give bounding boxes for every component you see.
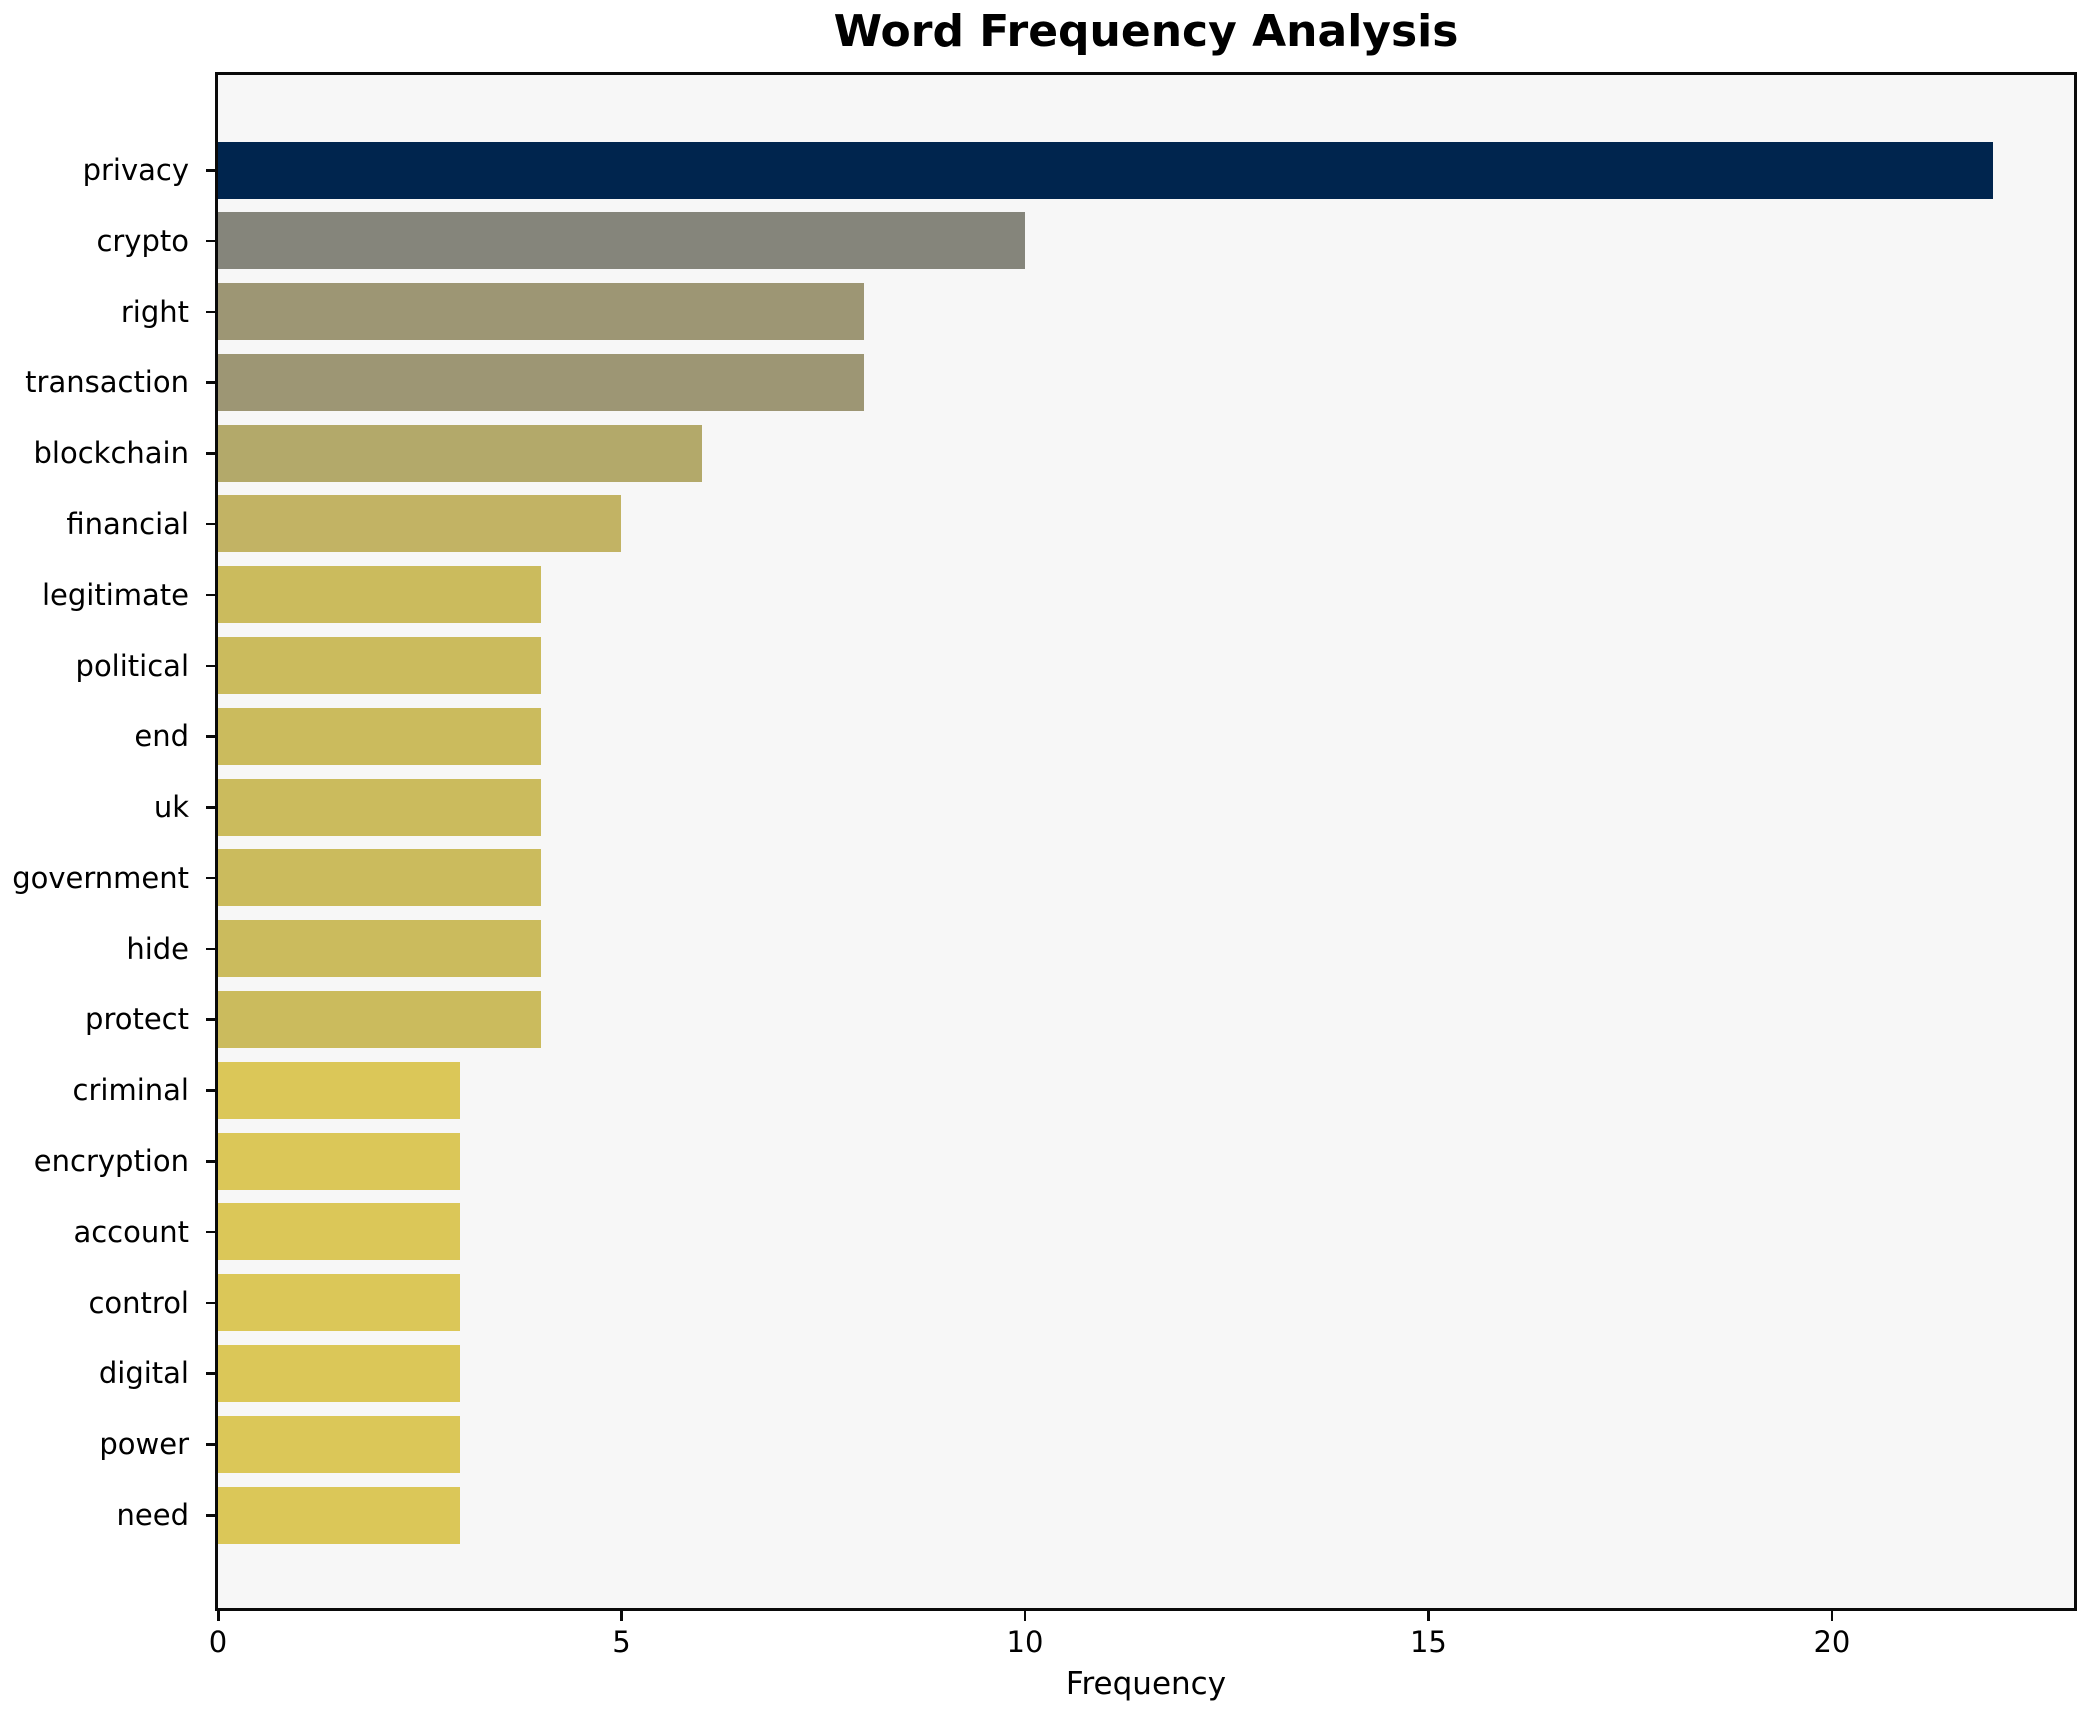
y-tick-uk — [206, 806, 215, 809]
y-tick-crypto — [206, 239, 215, 243]
y-label-protect: protect — [85, 1002, 189, 1037]
bar-hide — [218, 920, 541, 978]
x-tick-label-20: 20 — [1813, 1625, 1851, 1659]
x-tick-label-0: 0 — [208, 1625, 228, 1659]
y-label-blockchain: blockchain — [33, 436, 189, 471]
y-label-political: political — [75, 648, 189, 683]
y-label-financial: financial — [66, 506, 189, 541]
y-tick-political — [206, 664, 215, 668]
y-tick-privacy — [206, 169, 215, 172]
chart-title: Word Frequency Analysis — [833, 6, 1459, 57]
y-label-uk: uk — [153, 790, 189, 825]
x-tick-15 — [1427, 1611, 1430, 1621]
bars-layer — [218, 75, 2074, 1608]
y-tick-criminal — [206, 1089, 215, 1092]
bar-right — [218, 283, 864, 341]
y-tick-transaction — [206, 381, 215, 384]
x-tick-label-10: 10 — [1006, 1625, 1044, 1659]
y-tick-end — [206, 735, 215, 738]
y-tick-control — [206, 1301, 215, 1305]
y-tick-need — [206, 1514, 215, 1517]
bar-crypto — [218, 212, 1025, 270]
y-tick-right — [206, 310, 215, 314]
bar-need — [218, 1486, 461, 1544]
bar-privacy — [218, 141, 1994, 199]
y-tick-digital — [206, 1372, 215, 1375]
bar-digital — [218, 1344, 461, 1402]
y-label-control: control — [88, 1285, 189, 1320]
y-label-end: end — [134, 719, 189, 754]
bar-protect — [218, 990, 541, 1048]
x-axis-label: Frequency — [1065, 1666, 1227, 1702]
y-label-crypto: crypto — [96, 223, 189, 258]
x-axis: 0 5 10 15 20 — [209, 1611, 2077, 1721]
y-tick-legitimate — [206, 593, 215, 597]
y-tick-government — [206, 876, 215, 880]
y-tick-protect — [206, 1018, 215, 1021]
y-tick-account — [206, 1230, 215, 1234]
y-label-power: power — [99, 1427, 189, 1462]
y-label-legitimate: legitimate — [41, 577, 189, 612]
x-tick-5 — [620, 1611, 623, 1621]
bar-control — [218, 1274, 461, 1332]
y-label-privacy: privacy — [82, 153, 189, 187]
bar-power — [218, 1415, 461, 1473]
y-tick-blockchain — [206, 452, 215, 455]
bar-legitimate — [218, 566, 541, 624]
x-tick-label-5: 5 — [612, 1625, 631, 1659]
bar-criminal — [218, 1061, 461, 1119]
bar-government — [218, 849, 541, 907]
plot-area — [215, 72, 2077, 1611]
y-label-government: government — [12, 860, 189, 895]
y-tick-financial — [206, 522, 215, 526]
x-tick-20 — [1830, 1611, 1834, 1621]
y-tick-power — [206, 1443, 215, 1446]
bar-financial — [218, 495, 622, 553]
x-tick-10 — [1023, 1611, 1027, 1621]
bar-political — [218, 637, 541, 695]
y-label-transaction: transaction — [25, 365, 189, 400]
bar-blockchain — [218, 424, 703, 482]
bar-uk — [218, 778, 541, 836]
x-tick-0 — [217, 1611, 220, 1621]
bar-end — [218, 707, 541, 765]
y-label-criminal: criminal — [72, 1073, 189, 1108]
y-label-account: account — [73, 1214, 189, 1249]
bar-transaction — [218, 353, 864, 411]
y-label-encryption: encryption — [33, 1144, 189, 1179]
y-label-need: need — [116, 1498, 189, 1532]
bar-account — [218, 1203, 461, 1261]
y-tick-hide — [206, 947, 215, 951]
y-axis: privacy crypto right transaction blockchain f… — [0, 72, 215, 1611]
y-label-hide: hide — [126, 931, 189, 966]
y-label-right: right — [120, 294, 189, 329]
bar-encryption — [218, 1132, 461, 1190]
y-label-digital: digital — [98, 1356, 189, 1391]
y-tick-encryption — [206, 1160, 215, 1163]
x-tick-label-15: 15 — [1409, 1625, 1447, 1659]
